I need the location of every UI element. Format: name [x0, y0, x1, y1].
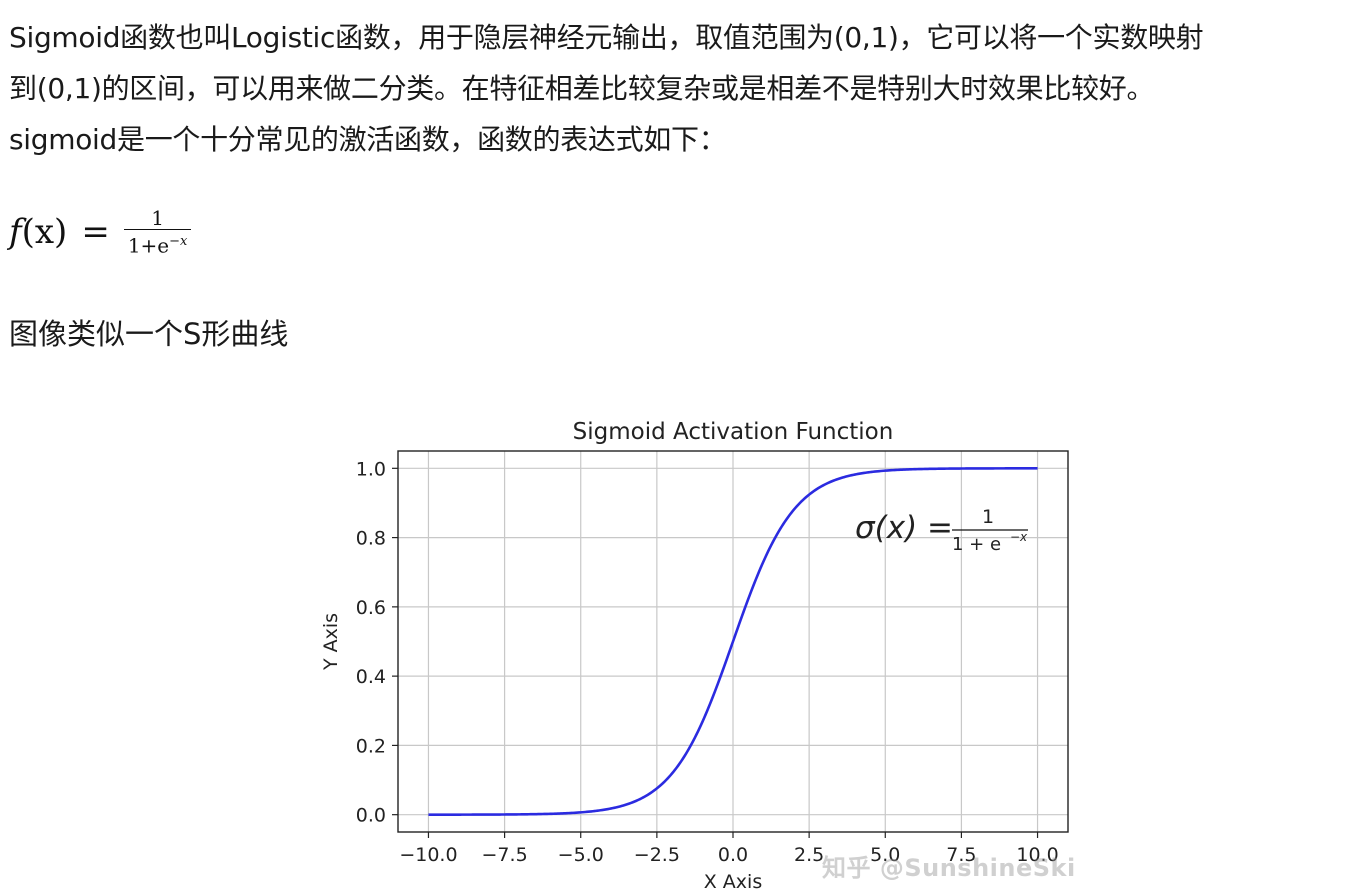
y-tick-label: 0.6 — [356, 597, 386, 619]
sigmoid-formula: f(x) = 1 1+e−x — [9, 200, 192, 264]
formula-exponent: −x — [169, 233, 188, 249]
x-tick-label: −7.5 — [482, 844, 528, 866]
annotation-denominator: 1 + e — [952, 534, 1001, 555]
x-tick-label: 5.0 — [870, 844, 900, 866]
x-tick-label: −2.5 — [634, 844, 680, 866]
fraction-bar — [123, 228, 192, 230]
annotation-exponent: −x — [1010, 530, 1028, 544]
sigmoid-curve — [428, 467, 1038, 816]
formula-denominator-base: 1+e — [127, 233, 170, 258]
x-tick-label: 7.5 — [946, 844, 976, 866]
intro-line-1: Sigmoid函数也叫Logistic函数，用于隐层神经元输出，取值范围为(0,… — [9, 21, 1204, 54]
x-axis-label: X Axis — [704, 871, 762, 890]
x-tick-label: 10.0 — [1016, 844, 1058, 866]
annotation-lhs: σ(x) = — [855, 510, 953, 546]
x-tick-label: −5.0 — [558, 844, 604, 866]
x-tick-label: 2.5 — [794, 844, 824, 866]
y-tick-label: 0.8 — [356, 528, 386, 550]
formula-lhs: f(x) — [9, 212, 67, 252]
formula-func: f — [9, 212, 22, 252]
chart-title: Sigmoid Activation Function — [573, 419, 894, 445]
formula-denominator: 1+e−x — [124, 230, 192, 258]
y-axis-label: Y Axis — [320, 613, 342, 671]
y-tick-label: 1.0 — [356, 458, 386, 480]
y-tick-label: 0.2 — [356, 735, 386, 757]
intro-line-2: 到(0,1)的区间，可以用来做二分类。在特征相差比较复杂或是相差不是特别大时效果… — [9, 72, 1155, 105]
plot-frame — [397, 450, 1069, 833]
x-tick-label: −10.0 — [399, 844, 457, 866]
formula-arg: (x) — [21, 212, 68, 252]
intro-line-3: sigmoid是一个十分常见的激活函数，函数的表达式如下： — [9, 123, 727, 156]
y-tick-label: 0.4 — [356, 666, 386, 688]
x-tick-label: 0.0 — [718, 844, 748, 866]
figure-caption: 图像类似一个S形曲线 — [9, 317, 289, 351]
watermark: 知乎 @SunshineSki — [822, 854, 1076, 882]
formula-equals: = — [81, 212, 110, 252]
annotation-numerator: 1 — [982, 506, 994, 528]
formula-fraction: 1 1+e−x — [123, 205, 192, 258]
intro-paragraph: Sigmoid函数也叫Logistic函数，用于隐层神经元输出，取值范围为(0,… — [9, 12, 1357, 165]
y-tick-label: 0.0 — [356, 805, 386, 827]
formula-numerator: 1 — [151, 205, 164, 230]
